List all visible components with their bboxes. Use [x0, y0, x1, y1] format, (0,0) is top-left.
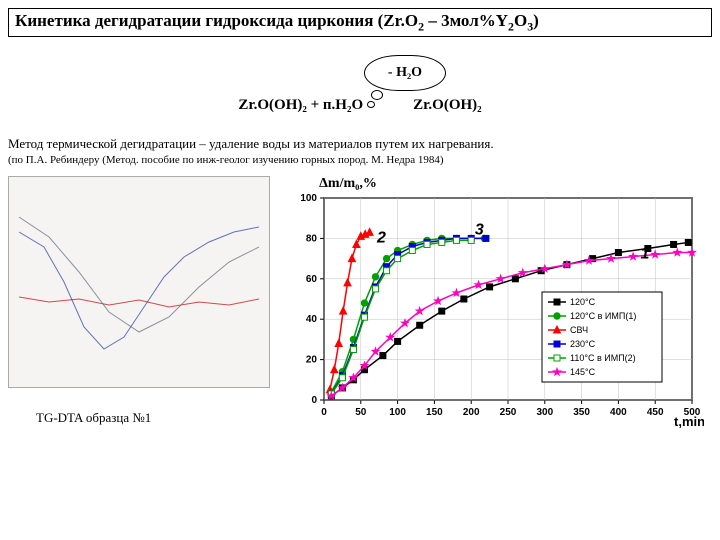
citation: (по П.А. Ребиндеру (Метод. пособие по ин…: [8, 154, 712, 166]
svg-text:t,min: t,min: [674, 414, 704, 429]
svg-text:450: 450: [647, 407, 664, 418]
kinetics-chart: Δm/m₀,% 05010015020025030035040045050002…: [284, 176, 712, 434]
svg-text:400: 400: [610, 407, 627, 418]
method-description: Метод термической дегидратации – удалени…: [8, 136, 712, 152]
svg-text:230°С: 230°С: [570, 339, 596, 349]
svg-text:0: 0: [321, 407, 327, 418]
cloud-label: - H₂O: [364, 55, 446, 91]
svg-text:150: 150: [426, 407, 443, 418]
svg-text:145°С: 145°С: [570, 367, 596, 377]
svg-text:80: 80: [306, 234, 318, 245]
svg-text:100: 100: [300, 193, 317, 204]
svg-text:1: 1: [640, 246, 649, 263]
svg-text:200: 200: [463, 407, 480, 418]
svg-text:СВЧ: СВЧ: [570, 325, 588, 335]
svg-text:300: 300: [536, 407, 553, 418]
svg-text:110°С в ИМП(2): 110°С в ИМП(2): [570, 353, 636, 363]
reactant-formula: Zr.O(OH)₂ + п.H₂O: [238, 97, 363, 114]
reaction-scheme: - H₂O Zr.O(OH)₂ + п.H₂O Zr.O(OH)₂: [8, 55, 712, 132]
svg-text:60: 60: [306, 274, 318, 285]
product-formula: Zr.O(OH)₂: [413, 97, 482, 114]
svg-text:2: 2: [376, 230, 386, 247]
svg-text:350: 350: [573, 407, 590, 418]
svg-text:120°С в ИМП(1): 120°С в ИМП(1): [570, 311, 636, 321]
left-chart-caption: TG-DTA образца №1: [36, 410, 270, 426]
page-title: Кинетика дегидратации гидроксида циркони…: [8, 8, 712, 37]
svg-text:120°С: 120°С: [570, 297, 596, 307]
svg-text:0: 0: [311, 395, 317, 406]
tg-dta-chart: [8, 176, 270, 388]
svg-text:40: 40: [306, 315, 318, 326]
svg-text:3: 3: [475, 222, 484, 239]
svg-text:50: 50: [355, 407, 367, 418]
svg-text:250: 250: [500, 407, 517, 418]
svg-text:100: 100: [389, 407, 406, 418]
svg-text:20: 20: [306, 355, 318, 366]
